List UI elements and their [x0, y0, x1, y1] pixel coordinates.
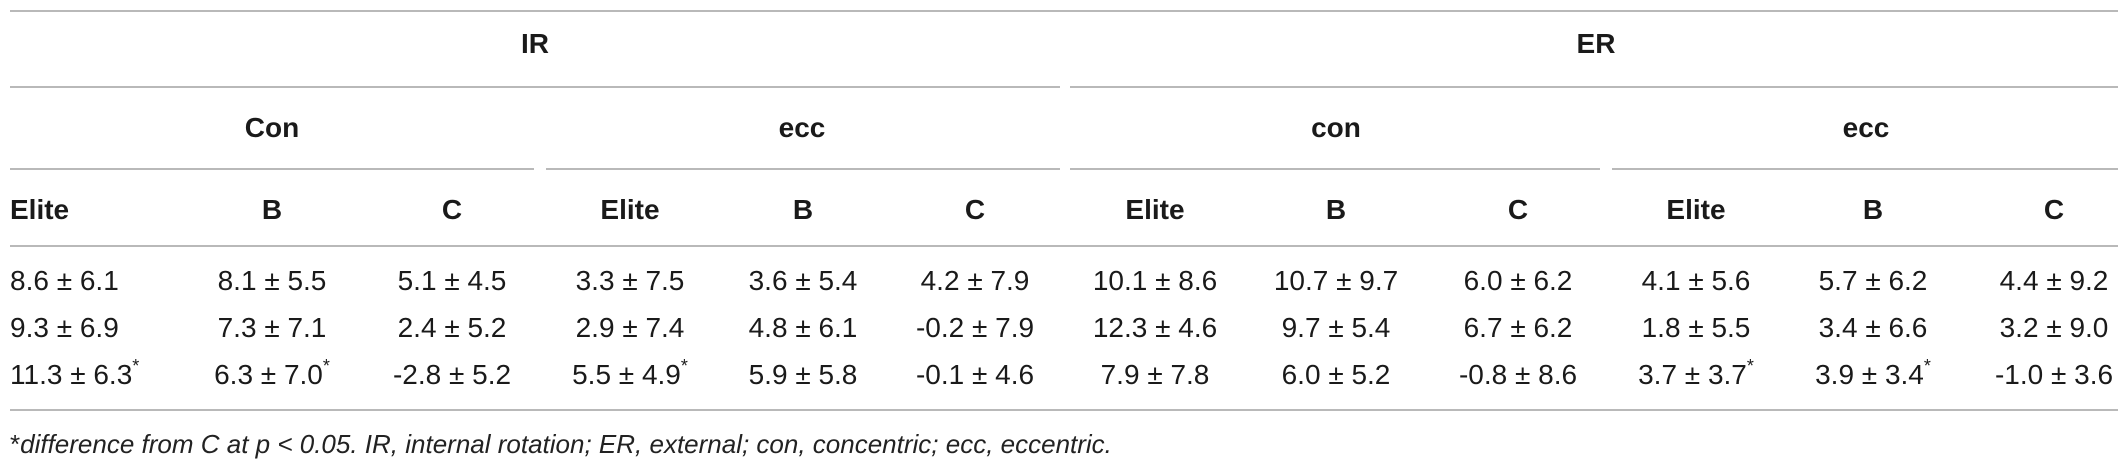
table-cell: 9.3 ± 6.9: [10, 312, 119, 343]
er-group-rule: [1070, 86, 2118, 88]
column-header: C: [2043, 194, 2065, 225]
ir-group-rule: [10, 86, 1060, 88]
column-header: B: [1862, 194, 1884, 225]
group-header-ir: IR: [521, 28, 549, 59]
column-header: Elite: [600, 194, 660, 225]
table-cell: 7.3 ± 7.1: [217, 312, 327, 343]
subgroup-header-ir-con: Con: [244, 112, 300, 143]
table-cell: 6.0 ± 5.2: [1281, 359, 1391, 390]
table-cell: 11.3 ± 6.3*: [10, 355, 140, 390]
table-cell: 8.6 ± 6.1: [10, 265, 119, 296]
table-cell: -0.2 ± 7.9: [915, 312, 1035, 343]
column-header: Elite: [10, 194, 70, 225]
table-cell: 3.2 ± 9.0: [1999, 312, 2109, 343]
table-cell: 4.4 ± 9.2: [1999, 265, 2109, 296]
significance-mark: *: [1923, 355, 1931, 376]
table-cell: 4.2 ± 7.9: [920, 265, 1030, 296]
table-cell: -0.8 ± 8.6: [1458, 359, 1578, 390]
table-cell: 3.9 ± 3.4*: [1815, 355, 1931, 390]
table-cell: 12.3 ± 4.6: [1092, 312, 1218, 343]
column-header: B: [792, 194, 814, 225]
significance-mark: *: [132, 355, 140, 376]
subgroup-header-er-ecc: ecc: [1842, 112, 1890, 143]
subgroup-header-ir-ecc: ecc: [778, 112, 826, 143]
significance-mark: *: [1746, 355, 1754, 376]
ir-ecc-rule: [546, 168, 1060, 170]
er-con-rule: [1070, 168, 1600, 170]
table-cell: -2.8 ± 5.2: [392, 359, 512, 390]
table-cell: 3.4 ± 6.6: [1818, 312, 1928, 343]
footnote-star: *: [10, 429, 21, 459]
table-cell: 1.8 ± 5.5: [1641, 312, 1751, 343]
ir-con-rule: [10, 168, 534, 170]
column-header: C: [1507, 194, 1529, 225]
table-cell: 5.9 ± 5.8: [748, 359, 858, 390]
column-header: Elite: [1125, 194, 1185, 225]
table-cell: 3.7 ± 3.7*: [1638, 355, 1754, 390]
footnote-text: difference from C at p < 0.05. IR, inter…: [20, 429, 1112, 459]
table-cell: 6.7 ± 6.2: [1463, 312, 1573, 343]
table-cell: -1.0 ± 3.6: [1994, 359, 2114, 390]
table-bottom-rule: [10, 409, 2118, 411]
column-header: B: [1325, 194, 1347, 225]
table-cell: 2.4 ± 5.2: [397, 312, 507, 343]
table-cell: 6.0 ± 6.2: [1463, 265, 1573, 296]
table-footnote: *difference from C at p < 0.05. IR, inte…: [10, 427, 1112, 461]
column-header: B: [261, 194, 283, 225]
table-cell: 5.7 ± 6.2: [1818, 265, 1928, 296]
header-bottom-rule: [10, 245, 2118, 247]
table-cell: 10.1 ± 8.6: [1092, 265, 1218, 296]
table-cell: 5.5 ± 4.9*: [572, 355, 688, 390]
column-header: C: [441, 194, 463, 225]
table-cell: 4.8 ± 6.1: [748, 312, 858, 343]
table-top-rule: [10, 10, 2118, 12]
subgroup-header-er-con: con: [1311, 112, 1361, 143]
table-cell: 3.6 ± 5.4: [748, 265, 858, 296]
column-header: C: [964, 194, 986, 225]
table-cell: 5.1 ± 4.5: [397, 265, 507, 296]
table-cell: 8.1 ± 5.5: [217, 265, 327, 296]
table-cell: 9.7 ± 5.4: [1281, 312, 1391, 343]
table-cell: 10.7 ± 9.7: [1273, 265, 1399, 296]
table-cell: 2.9 ± 7.4: [575, 312, 685, 343]
column-header: Elite: [1666, 194, 1726, 225]
significance-mark: *: [680, 355, 688, 376]
table-cell: 6.3 ± 7.0*: [214, 355, 330, 390]
table-cell: -0.1 ± 4.6: [915, 359, 1035, 390]
table-cell: 3.3 ± 7.5: [575, 265, 685, 296]
er-ecc-rule: [1612, 168, 2118, 170]
group-header-er: ER: [1576, 28, 1616, 59]
significance-mark: *: [322, 355, 330, 376]
table-cell: 4.1 ± 5.6: [1641, 265, 1751, 296]
table-cell: 7.9 ± 7.8: [1100, 359, 1210, 390]
